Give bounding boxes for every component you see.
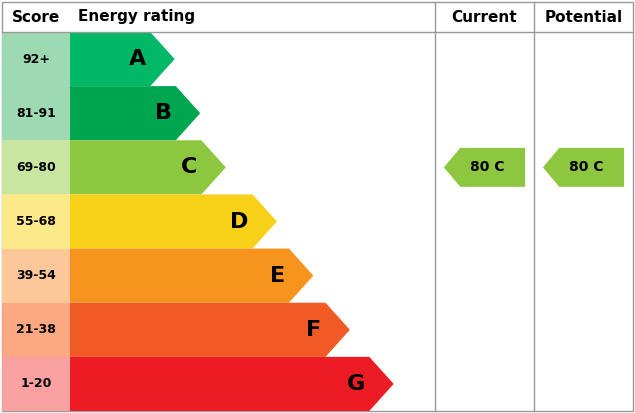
Text: G: G — [347, 374, 365, 394]
Text: 55-68: 55-68 — [16, 215, 56, 228]
Text: 39-54: 39-54 — [16, 269, 56, 282]
Bar — [2, 195, 70, 249]
Text: Potential: Potential — [544, 9, 622, 24]
Text: 80 C: 80 C — [569, 160, 603, 174]
Polygon shape — [70, 357, 394, 411]
Text: D: D — [230, 211, 248, 232]
Text: C: C — [181, 157, 197, 177]
Polygon shape — [70, 86, 200, 140]
Bar — [2, 303, 70, 357]
Text: Current: Current — [451, 9, 518, 24]
Text: E: E — [270, 266, 285, 286]
Polygon shape — [70, 32, 175, 86]
Text: 1-20: 1-20 — [20, 377, 51, 390]
Text: 81-91: 81-91 — [16, 107, 56, 120]
Text: A: A — [129, 49, 146, 69]
Text: F: F — [306, 320, 321, 340]
Polygon shape — [444, 148, 525, 187]
Polygon shape — [70, 303, 350, 357]
Bar — [2, 32, 70, 86]
Text: 69-80: 69-80 — [16, 161, 56, 174]
Text: Score: Score — [12, 9, 60, 24]
Text: 92+: 92+ — [22, 52, 50, 66]
Text: 80 C: 80 C — [470, 160, 504, 174]
Text: B: B — [155, 103, 172, 123]
Bar — [2, 86, 70, 140]
Polygon shape — [543, 148, 624, 187]
Polygon shape — [70, 249, 313, 303]
Bar — [2, 249, 70, 303]
Bar — [2, 357, 70, 411]
Polygon shape — [70, 140, 226, 195]
Bar — [2, 140, 70, 195]
Polygon shape — [70, 195, 277, 249]
Text: 21-38: 21-38 — [16, 323, 56, 336]
Text: Energy rating: Energy rating — [78, 9, 195, 24]
